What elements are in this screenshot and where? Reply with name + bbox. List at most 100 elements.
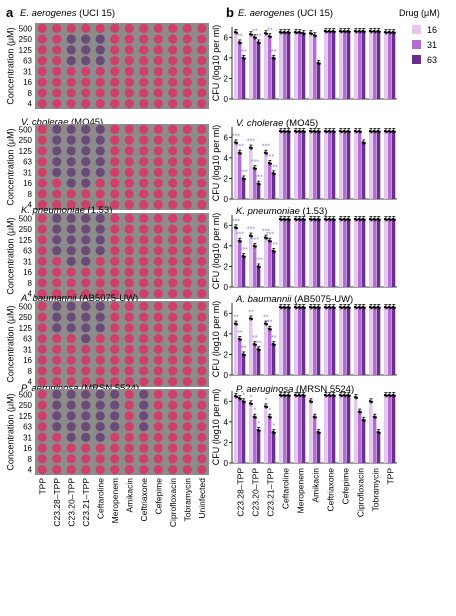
legend-label: 63 [427,55,437,65]
plate-well [182,224,192,234]
bar [301,307,306,375]
plate-well [197,344,207,354]
data-point [284,130,287,133]
plate-well [153,323,163,333]
plate-well [110,334,120,344]
bar [294,219,298,287]
bar [256,430,261,463]
data-point [333,394,336,397]
plate-well [95,289,105,299]
data-point [299,31,302,34]
plate-well [168,323,178,333]
significance-stars: ** [271,49,277,56]
plate-well [81,246,91,256]
row-label: 8 [28,367,33,376]
plate-well [66,224,76,234]
chart-y-axis-label: CFU (log10 per ml) [211,25,221,102]
plate-well [197,189,207,199]
plate-well [52,355,62,365]
data-point [370,130,374,133]
data-point [237,41,240,44]
plate-well [124,400,134,410]
bar [297,219,302,287]
plate-well [110,124,120,134]
plate-well [95,344,105,354]
plate-well [168,400,178,410]
plate-well [124,278,134,288]
plate-well [95,124,105,134]
data-point [293,130,297,133]
bar [384,32,388,100]
plate-well [81,400,91,410]
plate-well [197,411,207,421]
data-point [333,306,336,309]
significance-stars: * [257,421,260,428]
data-point [353,130,357,133]
significance-stars: ** [252,28,258,35]
chart-title: V. cholerae (MO45) [236,118,318,129]
data-point [355,130,359,133]
bar [369,31,373,99]
data-point [383,394,387,397]
data-point [299,130,302,133]
plate-well [66,235,76,245]
data-point [237,239,240,242]
plate-well [110,377,120,387]
plate-well [168,45,178,55]
data-point [286,306,289,309]
plate-well [182,465,192,475]
bar [252,344,257,375]
row-label: 31 [23,67,32,76]
row-label: 250 [19,401,33,410]
plate-well [95,235,105,245]
row-label: 250 [19,35,33,44]
data-point [391,218,394,221]
plate-y-axis-label: Concentration (μM) [5,27,15,104]
plate-well [95,377,105,387]
plate-well [124,246,134,256]
data-point [254,343,257,346]
bar [282,395,287,463]
y-tick-label: 4 [224,54,229,63]
plate-well [139,443,149,453]
plate-well [124,377,134,387]
plate-well [124,34,134,44]
data-point [271,343,274,346]
plate-well [110,135,120,145]
plate-well [197,157,207,167]
plate-well [66,289,76,299]
data-point [353,30,357,33]
plate-well [52,334,62,344]
row-label: 500 [19,24,33,33]
plate-well [197,355,207,365]
bar [252,416,257,463]
data-point [297,218,300,221]
plate-well [52,135,62,145]
data-point [393,130,396,133]
plate-well [37,278,47,288]
data-point [267,239,270,242]
chart-y-axis-label: CFU (log10 per ml) [211,389,221,466]
plate-well [197,389,207,399]
data-point [383,130,387,133]
plate-well [182,189,192,199]
plate-well [52,246,62,256]
plate-well [81,213,91,223]
bar [267,240,272,287]
bar [384,219,388,287]
plate-well [197,432,207,442]
data-point [263,405,267,408]
data-point [310,400,314,403]
data-point [361,418,364,421]
panel-a-label: a [6,5,14,20]
plate-well [153,432,163,442]
data-point [278,130,282,133]
data-point [361,218,364,221]
plate-well [52,432,62,442]
data-point [314,218,317,221]
y-tick-label: 0 [224,371,229,380]
species-name: E. aerogenes [20,8,77,19]
data-point [325,218,329,221]
data-point [387,218,390,221]
plate-well [153,99,163,109]
